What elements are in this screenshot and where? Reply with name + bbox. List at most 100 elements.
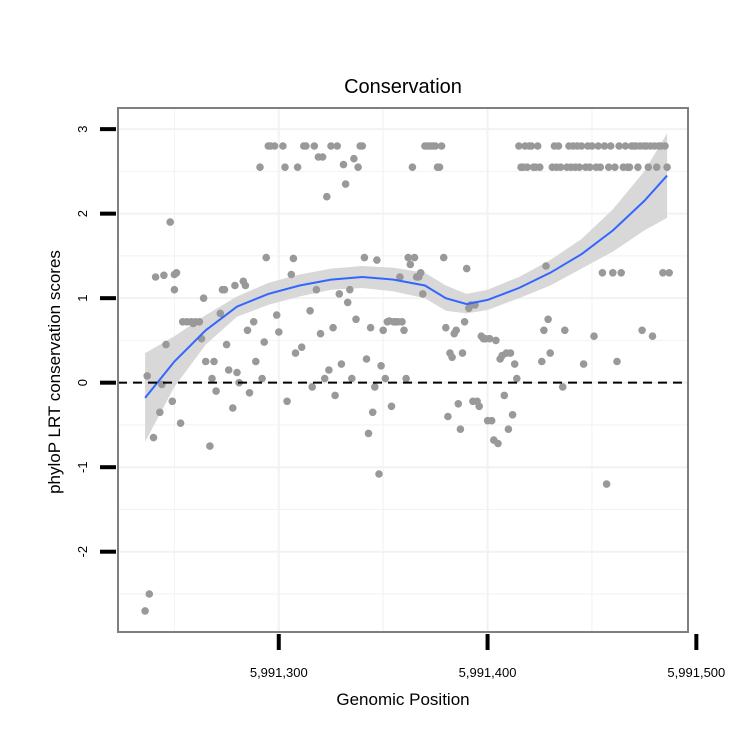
data-point	[416, 269, 425, 277]
data-point	[327, 142, 335, 150]
data-point	[270, 142, 279, 150]
data-point	[579, 360, 588, 368]
data-point	[348, 374, 356, 383]
data-point	[368, 408, 377, 417]
x-tick-label: 5,991,300	[250, 665, 308, 680]
data-point	[381, 374, 390, 383]
data-point	[508, 411, 517, 419]
data-point	[195, 318, 204, 326]
data-point	[515, 142, 523, 150]
data-point	[206, 442, 214, 450]
data-point	[377, 362, 385, 370]
data-point	[371, 383, 379, 391]
data-point	[281, 163, 289, 171]
data-point	[141, 607, 149, 615]
data-point	[329, 323, 337, 332]
data-point	[262, 253, 271, 262]
data-point	[556, 163, 565, 171]
confidence-ribbon	[145, 133, 668, 442]
data-point	[231, 281, 239, 290]
data-point	[611, 163, 619, 171]
data-point	[229, 404, 237, 412]
data-point	[212, 387, 220, 395]
data-point	[444, 412, 452, 421]
data-point	[625, 163, 634, 171]
x-tick-label: 5,991,400	[459, 665, 517, 680]
data-point	[456, 425, 465, 434]
data-point	[256, 163, 264, 171]
data-point	[536, 163, 544, 171]
data-point	[602, 480, 611, 488]
data-point	[258, 374, 266, 383]
data-point	[575, 163, 584, 171]
data-point	[297, 343, 306, 352]
data-point	[400, 326, 408, 335]
data-point	[216, 309, 225, 318]
data-point	[435, 163, 444, 171]
data-point	[510, 360, 519, 368]
data-point	[594, 142, 602, 150]
data-point	[249, 318, 258, 326]
data-point	[586, 163, 594, 171]
data-point	[323, 192, 331, 201]
data-point	[410, 253, 419, 262]
data-point	[343, 298, 352, 307]
data-point	[260, 338, 269, 346]
data-point	[162, 340, 170, 349]
data-point	[166, 218, 174, 226]
data-point	[475, 402, 484, 411]
data-point	[485, 334, 494, 343]
data-point	[241, 281, 250, 290]
data-point	[283, 397, 291, 406]
x-tick-label: 5,991,500	[667, 665, 725, 680]
chart-title: Conservation	[344, 76, 462, 98]
data-point	[333, 142, 342, 150]
data-point	[452, 326, 461, 335]
data-point	[331, 391, 339, 400]
data-point	[289, 254, 298, 263]
data-point	[293, 163, 302, 171]
data-point	[220, 285, 229, 294]
data-point	[460, 318, 469, 326]
data-point	[540, 326, 548, 335]
data-point	[454, 400, 463, 408]
data-point	[373, 256, 381, 264]
data-point	[462, 264, 471, 273]
data-point	[320, 374, 329, 383]
data-point	[665, 269, 673, 277]
data-point	[151, 273, 160, 281]
data-point	[554, 142, 563, 150]
data-point	[506, 349, 515, 357]
data-point	[613, 357, 621, 366]
data-point	[596, 163, 605, 171]
data-point	[513, 374, 521, 383]
data-point	[663, 163, 671, 171]
data-point	[609, 269, 617, 277]
data-point	[222, 340, 231, 349]
data-point	[208, 374, 216, 383]
data-point	[168, 397, 177, 406]
data-point	[544, 315, 552, 324]
data-point	[312, 285, 321, 294]
data-point	[500, 391, 509, 400]
data-point	[398, 318, 406, 326]
smooth-line	[144, 174, 668, 399]
data-point	[339, 160, 348, 169]
data-point	[487, 416, 496, 425]
y-tick-label: -2	[75, 546, 90, 558]
data-point	[533, 142, 542, 150]
data-point	[364, 429, 373, 438]
data-point	[527, 142, 536, 150]
data-point	[233, 368, 241, 377]
data-point	[243, 326, 252, 335]
data-point	[272, 311, 281, 319]
data-point	[252, 357, 260, 366]
y-tick-label: 0	[75, 379, 90, 386]
data-point	[638, 326, 646, 335]
data-point	[604, 163, 613, 171]
data-point	[615, 142, 623, 150]
data-point	[354, 163, 362, 171]
data-point	[442, 323, 450, 332]
data-point	[156, 408, 164, 417]
